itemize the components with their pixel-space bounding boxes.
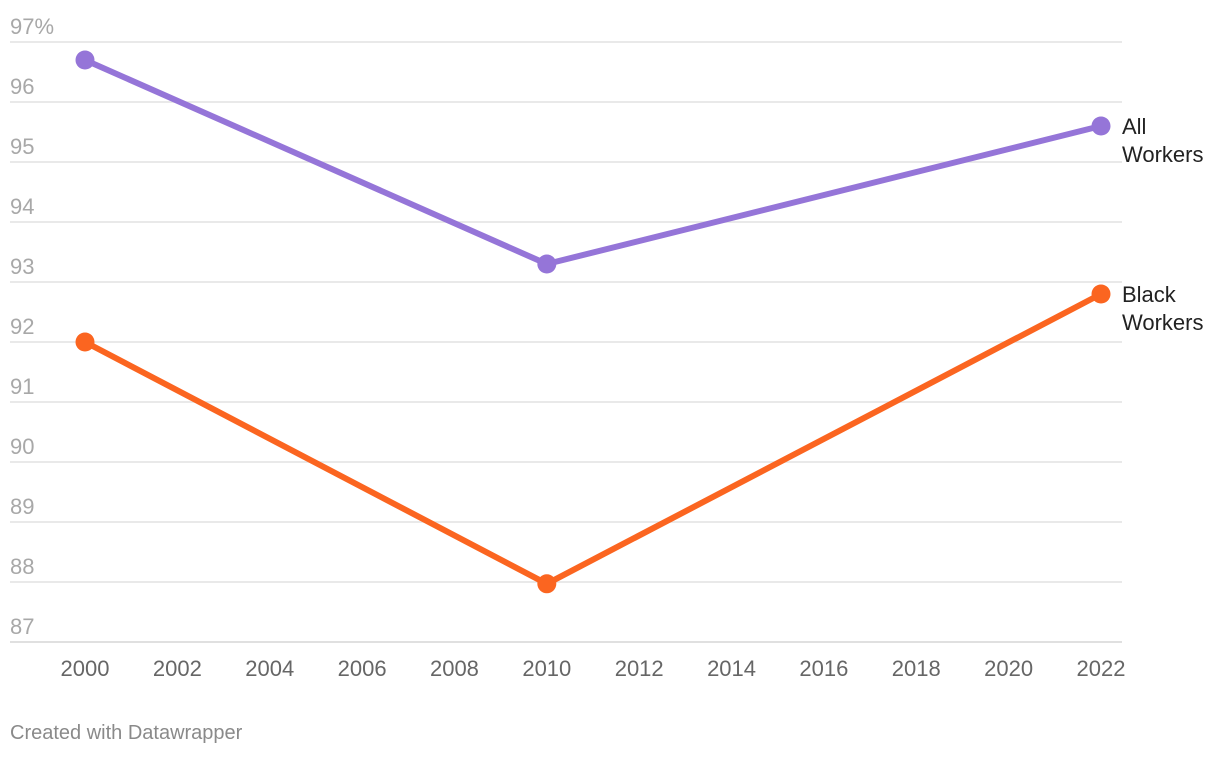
series-label: Black Workers [1122,282,1204,335]
credit-text: Created with Datawrapper [10,722,243,744]
series-labels: All Workers Black Workers [1122,114,1204,335]
x-tick-label: 2000 [61,656,110,681]
y-tick-label: 88 [10,554,34,579]
x-tick-label: 2020 [984,656,1033,681]
series-label: All Workers [1122,114,1204,167]
y-tick-label: 89 [10,494,34,519]
series-lines [75,50,1111,594]
x-tick-label: 2008 [430,656,479,681]
series-line [82,291,1104,587]
y-tick-label: 87 [10,614,34,639]
y-tick-label: 91 [10,374,34,399]
y-tick-label: 93 [10,254,34,279]
x-tick-label: 2010 [522,656,571,681]
x-tick-label: 2012 [615,656,664,681]
x-tick-label: 2014 [707,656,756,681]
gridlines [10,41,1122,643]
data-point [1091,284,1111,304]
x-tick-label: 2006 [338,656,387,681]
y-tick-label: 90 [10,434,34,459]
x-tick-label: 2004 [245,656,294,681]
data-point [537,574,557,594]
x-tick-label: 2002 [153,656,202,681]
x-tick-label: 2022 [1077,656,1126,681]
y-axis-ticks: 87 88 89 90 91 92 93 94 95 96 97% [10,14,54,639]
y-tick-label: 94 [10,194,34,219]
y-tick-label: 97% [10,14,54,39]
data-point [1091,116,1111,136]
line-chart: 87 88 89 90 91 92 93 94 95 96 97% 2000 2002 2004 2006… [10,14,1204,681]
data-point [537,254,557,274]
x-axis-ticks: 2000 2002 2004 2006 2008 2010 2012 2014 2016 2018… [61,656,1126,681]
y-tick-label: 92 [10,314,34,339]
x-tick-label: 2016 [799,656,848,681]
y-tick-label: 96 [10,74,34,99]
y-tick-label: 95 [10,134,34,159]
x-tick-label: 2018 [892,656,941,681]
data-point [75,50,95,70]
data-point [75,332,95,352]
